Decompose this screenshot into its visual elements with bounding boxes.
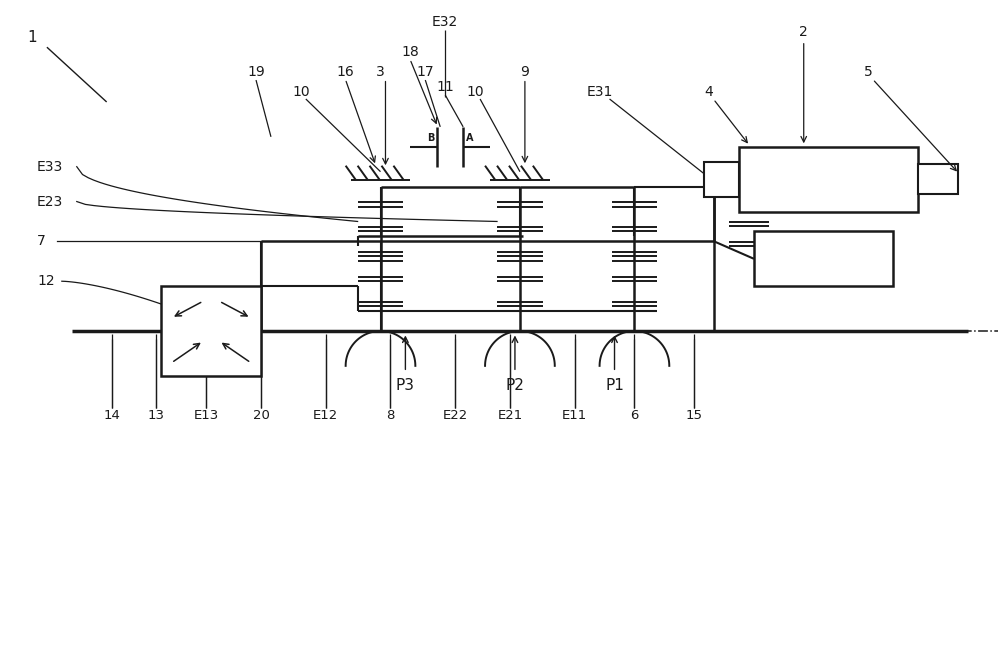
Text: 1: 1 — [27, 30, 37, 45]
Text: E13: E13 — [194, 409, 219, 422]
Text: P1: P1 — [605, 378, 624, 394]
Text: E11: E11 — [562, 409, 587, 422]
Bar — [161, 286, 261, 376]
Text: 10: 10 — [292, 85, 310, 99]
Text: E12: E12 — [313, 409, 338, 422]
Bar — [739, 147, 918, 212]
Text: 2: 2 — [799, 25, 808, 39]
Text: P2: P2 — [505, 378, 524, 394]
Text: 6: 6 — [630, 409, 639, 422]
Text: 15: 15 — [686, 409, 703, 422]
Text: B: B — [427, 133, 434, 143]
Text: E21: E21 — [497, 409, 523, 422]
Text: 8: 8 — [386, 409, 395, 422]
Text: 3: 3 — [376, 65, 385, 79]
Text: E23: E23 — [37, 194, 63, 208]
Text: 10: 10 — [466, 85, 484, 99]
Bar — [918, 164, 958, 194]
Text: 17: 17 — [417, 65, 434, 79]
Text: P3: P3 — [396, 378, 415, 394]
Text: 14: 14 — [103, 409, 120, 422]
Text: E32: E32 — [432, 15, 458, 29]
Text: 7: 7 — [37, 234, 46, 248]
Text: 19: 19 — [247, 65, 265, 79]
Bar — [704, 162, 739, 196]
Text: 18: 18 — [402, 45, 419, 59]
Text: 13: 13 — [148, 409, 165, 422]
Text: 9: 9 — [520, 65, 529, 79]
Bar — [754, 231, 893, 286]
Text: 12: 12 — [37, 274, 55, 288]
Text: 4: 4 — [705, 85, 713, 99]
Text: A: A — [466, 133, 474, 143]
Text: 5: 5 — [864, 65, 873, 79]
Text: 20: 20 — [253, 409, 269, 422]
Text: 11: 11 — [436, 80, 454, 94]
Text: E22: E22 — [443, 409, 468, 422]
Text: E31: E31 — [586, 85, 613, 99]
Text: 16: 16 — [337, 65, 355, 79]
Text: E33: E33 — [37, 160, 63, 174]
